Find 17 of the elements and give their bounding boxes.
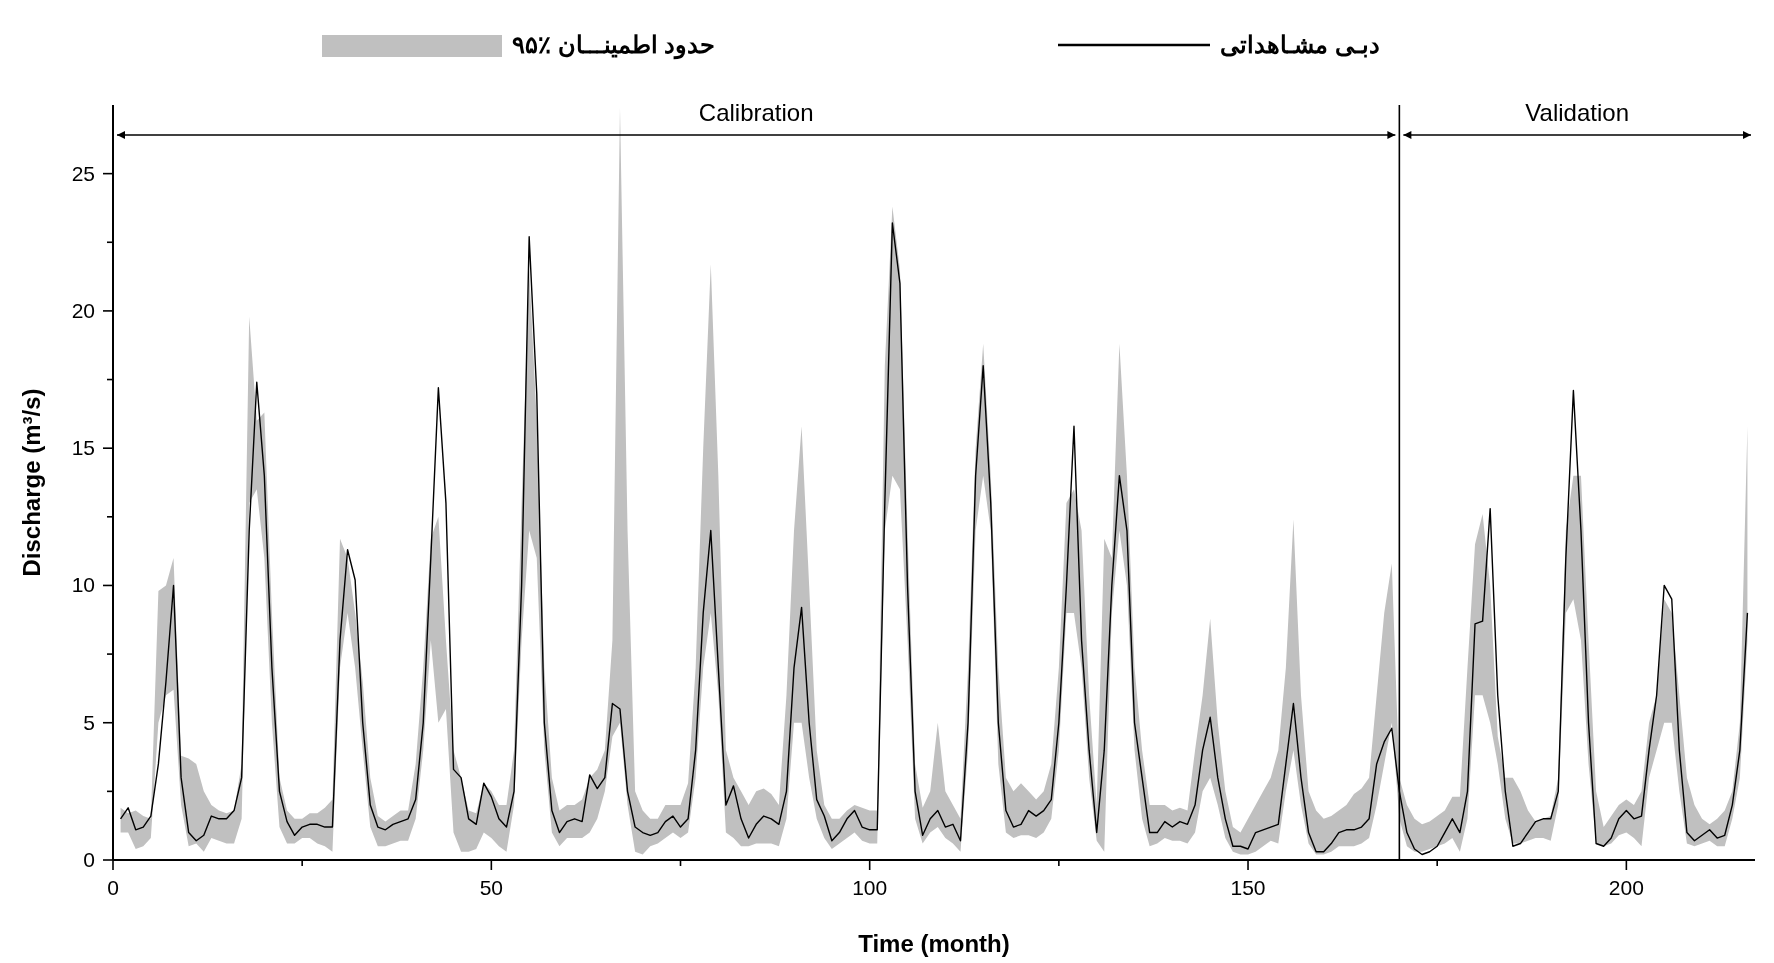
- annotation: Validation: [1525, 99, 1629, 126]
- x-tick-label: 200: [1608, 876, 1644, 899]
- x-axis-title: Time (month): [858, 930, 1010, 957]
- y-tick-label: 20: [71, 298, 95, 322]
- y-tick-label: 25: [71, 161, 95, 185]
- legend-item: دبـی مشـاهداتی: [1058, 31, 1380, 58]
- legend-item: حدود اطمینـــان ٪۹۵: [322, 31, 716, 58]
- x-tick-label: 100: [852, 876, 888, 899]
- y-tick-label: 0: [83, 848, 95, 871]
- x-tick-label: 50: [479, 876, 504, 899]
- y-tick-label: 5: [83, 710, 95, 734]
- y-axis-title: Discharge (m³/s): [18, 388, 45, 577]
- x-tick-label: 0: [107, 876, 119, 899]
- y-tick-label: 10: [71, 573, 95, 597]
- y-tick-label: 15: [71, 436, 95, 460]
- annotation: Calibration: [698, 99, 814, 126]
- x-tick-label: 150: [1230, 876, 1266, 899]
